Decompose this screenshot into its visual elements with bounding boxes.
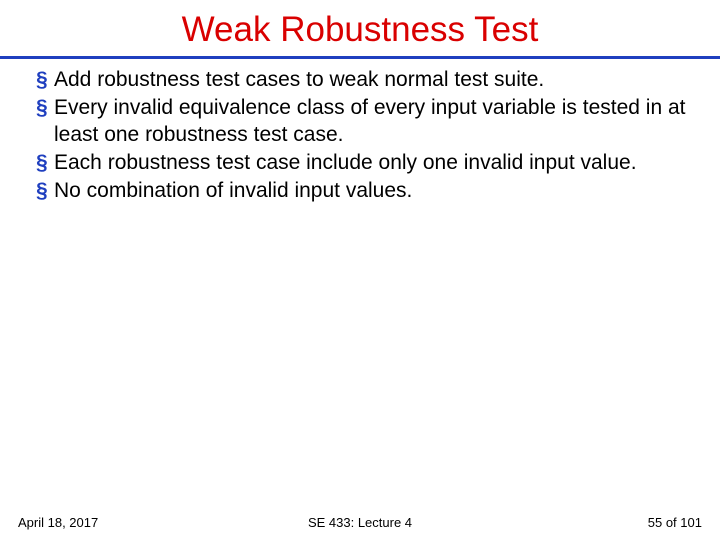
footer-page: 55 of 101 [648, 515, 702, 530]
bullet-marker-icon: § [36, 67, 54, 93]
bullet-item: § Each robustness test case include only… [36, 150, 696, 176]
bullet-marker-icon: § [36, 150, 54, 176]
bullet-text: Every invalid equivalence class of every… [54, 95, 696, 148]
slide-body: § Add robustness test cases to weak norm… [0, 59, 720, 204]
bullet-item: § Add robustness test cases to weak norm… [36, 67, 696, 93]
bullet-text: No combination of invalid input values. [54, 178, 696, 204]
page-sep: of [666, 515, 680, 530]
slide: Weak Robustness Test § Add robustness te… [0, 0, 720, 540]
bullet-text: Each robustness test case include only o… [54, 150, 696, 176]
footer-date: April 18, 2017 [18, 515, 98, 530]
slide-title: Weak Robustness Test [0, 0, 720, 56]
slide-footer: April 18, 2017 SE 433: Lecture 4 55 of 1… [0, 515, 720, 530]
bullet-marker-icon: § [36, 178, 54, 204]
page-current: 55 [648, 515, 662, 530]
page-total: 101 [680, 515, 702, 530]
bullet-item: § No combination of invalid input values… [36, 178, 696, 204]
bullet-marker-icon: § [36, 95, 54, 121]
bullet-text: Add robustness test cases to weak normal… [54, 67, 696, 93]
footer-course: SE 433: Lecture 4 [308, 515, 412, 530]
bullet-item: § Every invalid equivalence class of eve… [36, 95, 696, 148]
